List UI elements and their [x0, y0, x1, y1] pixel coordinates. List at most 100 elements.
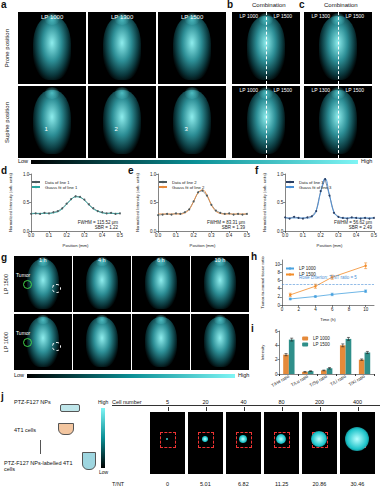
html-text:Combination: Combination: [252, 2, 286, 8]
html-text:PTZ-F127 NPs-labelled 4T1 cell: PTZ-F127 NPs-labelled 4T1 cells: [4, 460, 73, 473]
html-text:Tumor: Tumor: [16, 272, 31, 278]
html-text:Low: Low: [18, 158, 29, 164]
svg-text:0.0: 0.0: [276, 228, 284, 234]
svg-text:T/He ratio: T/He ratio: [271, 374, 291, 388]
html-text:LP 1300: LP 1300: [311, 87, 330, 93]
svg-text:0.5: 0.5: [150, 200, 157, 205]
svg-text:Normalized Intensity (arb. uni: Normalized Intensity (arb. units): [8, 172, 13, 232]
html-text:LP 1000: LP 1000: [239, 13, 258, 19]
html-text:b: b: [227, 0, 234, 10]
html-text:c: c: [299, 0, 305, 10]
svg-text:0.2: 0.2: [318, 233, 325, 238]
svg-text:4: 4: [277, 286, 280, 291]
svg-text:0.5: 0.5: [371, 233, 378, 238]
svg-text:Guass fit of line 2: Guass fit of line 2: [172, 185, 205, 190]
html-text:LP 1500: LP 1500: [345, 13, 364, 19]
svg-text:4: 4: [275, 343, 278, 348]
html-text:High: High: [361, 158, 373, 164]
svg-text:0.2: 0.2: [64, 233, 71, 238]
svg-text:0.0: 0.0: [282, 233, 289, 238]
svg-text:T/Lu ratio: T/Lu ratio: [290, 374, 309, 388]
svg-text:8: 8: [348, 307, 351, 312]
svg-text:0.5: 0.5: [244, 233, 251, 238]
svg-text:0.0: 0.0: [155, 233, 162, 238]
svg-text:4: 4: [314, 307, 317, 312]
svg-text:2: 2: [297, 307, 300, 312]
svg-text:Data of line 1: Data of line 1: [45, 179, 70, 185]
svg-text:Position (mm): Position (mm): [317, 243, 343, 248]
svg-text:Guass fit of line 1: Guass fit of line 1: [45, 185, 78, 190]
svg-text:0.4: 0.4: [99, 233, 106, 238]
svg-text:LP 1000: LP 1000: [313, 336, 330, 341]
svg-text:SBR = 1.39: SBR = 1.39: [222, 225, 246, 230]
svg-text:Rose criterion: T/NT ratio = 5: Rose criterion: T/NT ratio = 5: [299, 275, 357, 280]
svg-text:0.3: 0.3: [81, 233, 88, 238]
svg-text:10: 10: [275, 262, 281, 267]
svg-text:0.1: 0.1: [173, 233, 180, 238]
svg-text:0.0: 0.0: [28, 233, 35, 238]
svg-text:6: 6: [331, 307, 334, 312]
html-text:e: e: [128, 165, 134, 176]
svg-text:1.0: 1.0: [23, 172, 30, 177]
html-text:LP 1500: LP 1500: [273, 13, 292, 19]
svg-text:Position (mm): Position (mm): [63, 243, 89, 248]
html-text:LP 1000: LP 1000: [3, 332, 9, 353]
svg-text:0.5: 0.5: [277, 200, 284, 205]
html-text:Supine position: Supine position: [4, 101, 10, 143]
svg-text:2: 2: [277, 294, 280, 299]
svg-text:T/Ki ratio: T/Ki ratio: [348, 374, 366, 388]
html-text:LP 1000: LP 1000: [239, 87, 258, 93]
html-text:6 h: 6 h: [157, 257, 165, 263]
svg-text:Data of line 2: Data of line 2: [172, 179, 197, 185]
svg-text:0.0: 0.0: [149, 228, 157, 234]
html-text:LP 1500: LP 1500: [345, 87, 364, 93]
svg-text:LP 1500: LP 1500: [313, 342, 330, 347]
svg-text:1.0: 1.0: [277, 172, 284, 177]
svg-text:SBR = 2.49: SBR = 2.49: [349, 225, 373, 230]
svg-text:Time (h): Time (h): [320, 317, 336, 322]
svg-text:1.0: 1.0: [150, 172, 157, 177]
svg-text:0: 0: [275, 372, 278, 377]
svg-text:T/Li ratio: T/Li ratio: [329, 374, 347, 387]
svg-text:T/Sp ratio: T/Sp ratio: [309, 374, 329, 388]
svg-text:10: 10: [363, 307, 369, 312]
html-text:4 h: 4 h: [98, 257, 106, 263]
html-text:h: h: [251, 251, 258, 262]
svg-text:Position (mm): Position (mm): [190, 243, 216, 248]
svg-text:0.5: 0.5: [23, 200, 30, 205]
svg-text:0.4: 0.4: [353, 233, 360, 238]
svg-text:Normalized Intensity (arb. uni: Normalized Intensity (arb. units): [262, 172, 267, 232]
svg-text:0: 0: [281, 307, 284, 312]
svg-text:0.1: 0.1: [46, 233, 53, 238]
svg-text:0.3: 0.3: [335, 233, 342, 238]
svg-text:0.1: 0.1: [300, 233, 307, 238]
svg-text:2: 2: [275, 357, 278, 362]
html-text:LP 1300: LP 1300: [311, 13, 330, 19]
html-text:LP 1500: LP 1500: [181, 14, 204, 20]
svg-text:0.4: 0.4: [226, 233, 233, 238]
html-text:a: a: [1, 0, 7, 10]
svg-text:6: 6: [277, 278, 280, 283]
svg-text:0.0: 0.0: [22, 228, 30, 234]
svg-text:Normalized Intensity (arb. uni: Normalized Intensity (arb. units): [135, 172, 140, 232]
svg-text:0.2: 0.2: [191, 233, 198, 238]
svg-text:Intensity: Intensity: [260, 344, 265, 361]
svg-text:Data of line 3: Data of line 3: [299, 179, 324, 185]
svg-text:8: 8: [277, 270, 280, 275]
html-text:LP 1300: LP 1300: [111, 14, 134, 20]
html-text:LP 1500: LP 1500: [3, 274, 9, 295]
html-text:Combination: Combination: [324, 2, 358, 8]
html-text:LP 1000: LP 1000: [41, 14, 64, 20]
svg-text:0.5: 0.5: [117, 233, 124, 238]
svg-text:Tumor-to-normal tissue ratio: Tumor-to-normal tissue ratio: [260, 256, 265, 309]
html-text:1 h: 1 h: [39, 257, 47, 263]
svg-text:6: 6: [275, 329, 278, 334]
html-text:LP 1500: LP 1500: [273, 87, 292, 93]
svg-text:SBR = 1.22: SBR = 1.22: [95, 225, 119, 230]
svg-text:Guass fit of line 3: Guass fit of line 3: [299, 185, 332, 190]
html-text:d: d: [1, 165, 8, 176]
html-text:Prone position: Prone position: [4, 29, 10, 68]
svg-text:0.3: 0.3: [208, 233, 215, 238]
html-text:g: g: [1, 252, 8, 263]
svg-text:LP 1000: LP 1000: [299, 266, 316, 271]
